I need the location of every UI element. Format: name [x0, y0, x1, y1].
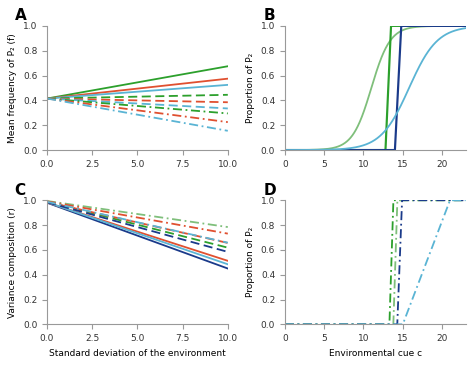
Y-axis label: Variance composition (r): Variance composition (r)	[9, 207, 18, 318]
Text: D: D	[263, 183, 276, 198]
Y-axis label: Mean frequency of P₂ (f): Mean frequency of P₂ (f)	[9, 33, 18, 143]
X-axis label: Standard deviation of the environment: Standard deviation of the environment	[49, 349, 226, 358]
Text: A: A	[14, 8, 26, 23]
Text: B: B	[263, 8, 275, 23]
X-axis label: Environmental cue c: Environmental cue c	[328, 349, 422, 358]
Text: C: C	[14, 183, 26, 198]
Y-axis label: Proportion of P₂: Proportion of P₂	[246, 53, 255, 123]
Y-axis label: Proportion of P₂: Proportion of P₂	[246, 227, 255, 298]
